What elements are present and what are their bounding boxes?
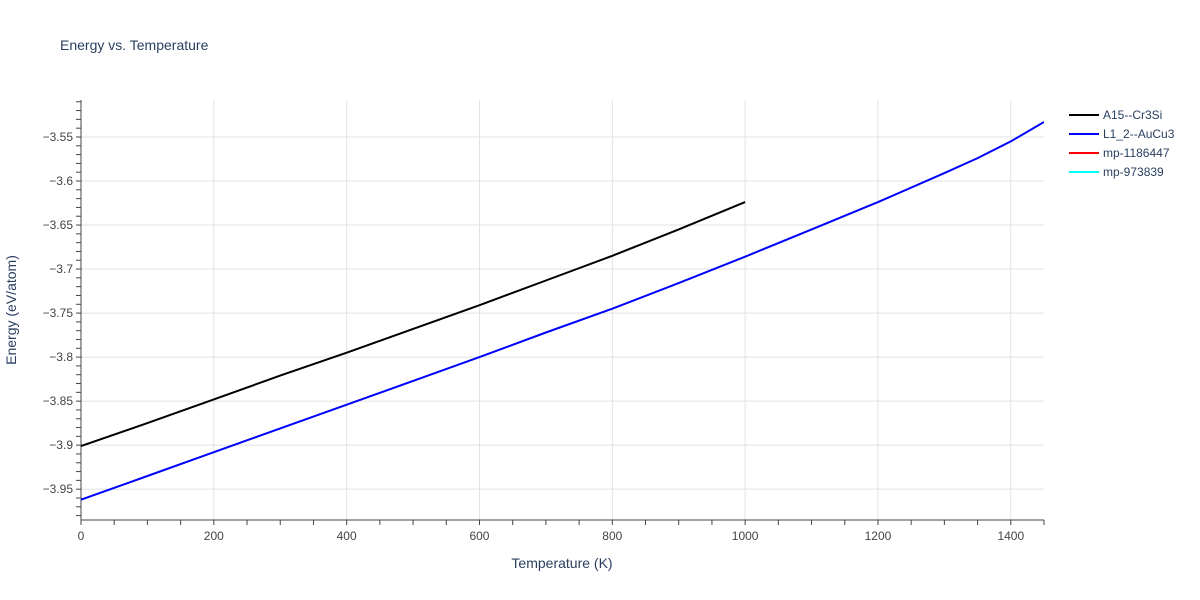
legend-label: mp-973839 [1103, 165, 1164, 179]
series-line-l1-2-aucu3 [81, 121, 1044, 501]
x-tick-label: 1200 [865, 529, 892, 543]
y-tick-label: −3.8 [49, 350, 73, 364]
y-tick-label: −3.65 [43, 218, 74, 232]
x-tick-label: 1000 [732, 529, 759, 543]
axes [76, 100, 1045, 525]
legend-item-mp-1186447[interactable]: mp-1186447 [1069, 146, 1170, 160]
series-line-a15-cr3si [81, 201, 746, 447]
y-tick-label: −3.85 [43, 394, 74, 408]
y-tick-label: −3.55 [43, 130, 74, 144]
y-tick-label: −3.6 [49, 174, 73, 188]
y-axis-ticks: −3.95 −3.9 −3.85 −3.8 −3.75 −3.7 −3.65 −3.6 −3.5… [43, 130, 74, 496]
x-tick-label: 600 [469, 529, 489, 543]
grid [81, 100, 1044, 520]
plot-area [81, 121, 1044, 501]
x-tick-label: 0 [78, 529, 85, 543]
x-tick-label: 1400 [997, 529, 1024, 543]
y-tick-label: −3.7 [49, 262, 73, 276]
chart-title: Energy vs. Temperature [60, 37, 209, 53]
y-tick-label: −3.9 [49, 438, 73, 452]
y-tick-label: −3.75 [43, 306, 74, 320]
x-tick-label: 400 [337, 529, 357, 543]
legend-item-mp-973839[interactable]: mp-973839 [1069, 165, 1164, 179]
legend-item-l1-2-aucu3[interactable]: L1_2--AuCu3 [1069, 127, 1175, 141]
legend[interactable]: A15--Cr3Si L1_2--AuCu3 mp-1186447 mp-973839 [1069, 108, 1175, 179]
legend-label: A15--Cr3Si [1103, 108, 1162, 122]
y-tick-label: −3.95 [43, 482, 74, 496]
x-axis-label: Temperature (K) [511, 555, 612, 571]
x-axis-ticks: 0 200 400 600 800 1000 1200 1400 [78, 529, 1025, 543]
legend-label: mp-1186447 [1103, 146, 1170, 160]
x-tick-label: 200 [204, 529, 224, 543]
legend-label: L1_2--AuCu3 [1103, 127, 1175, 141]
x-tick-label: 800 [602, 529, 622, 543]
y-axis-label: Energy (eV/atom) [3, 255, 19, 365]
legend-item-a15-cr3si[interactable]: A15--Cr3Si [1069, 108, 1162, 122]
